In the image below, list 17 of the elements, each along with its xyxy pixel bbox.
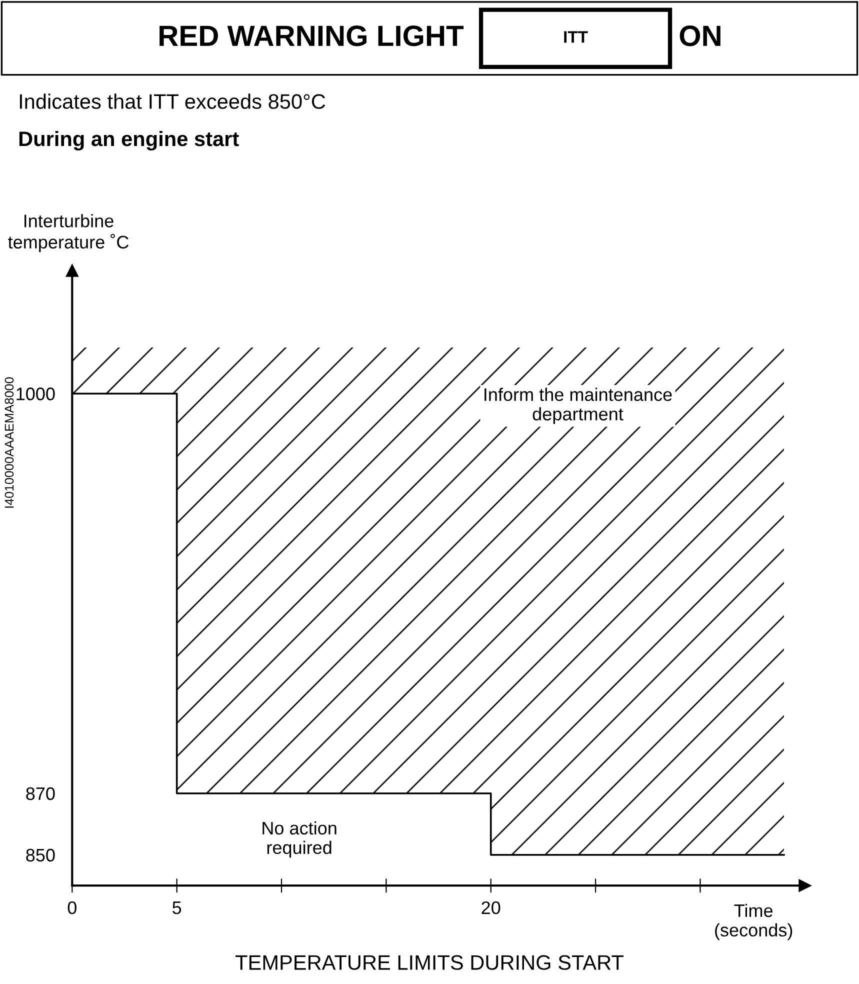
y-tick-label: 1000 — [16, 388, 55, 400]
text: TEMPERATURE LIMITS DURING START — [235, 955, 624, 970]
x-tick-label: 5 — [172, 902, 182, 914]
y-tick-label: 870 — [26, 787, 55, 800]
text: ON — [680, 26, 720, 46]
x-axis-title: Time (seconds) — [715, 904, 792, 940]
x-tick-label: 0 — [68, 901, 76, 914]
x-tick-label: 20 — [482, 901, 500, 914]
annotation: No action required — [262, 821, 336, 858]
chart-subtitle: Indicates that ITT exceeds 850°C — [20, 94, 326, 109]
chart-title: RED WARNING LIGHT — [160, 26, 464, 46]
text: During an engine start — [19, 130, 239, 150]
y-axis-title: Interturbine temperature ˚C — [8, 214, 129, 252]
text: I4010000AAAEMA8000 — [4, 377, 14, 508]
y-tick-label: 850 — [26, 848, 55, 862]
text: ITT — [564, 31, 588, 43]
annotation: Inform the maintenance department — [484, 388, 672, 424]
